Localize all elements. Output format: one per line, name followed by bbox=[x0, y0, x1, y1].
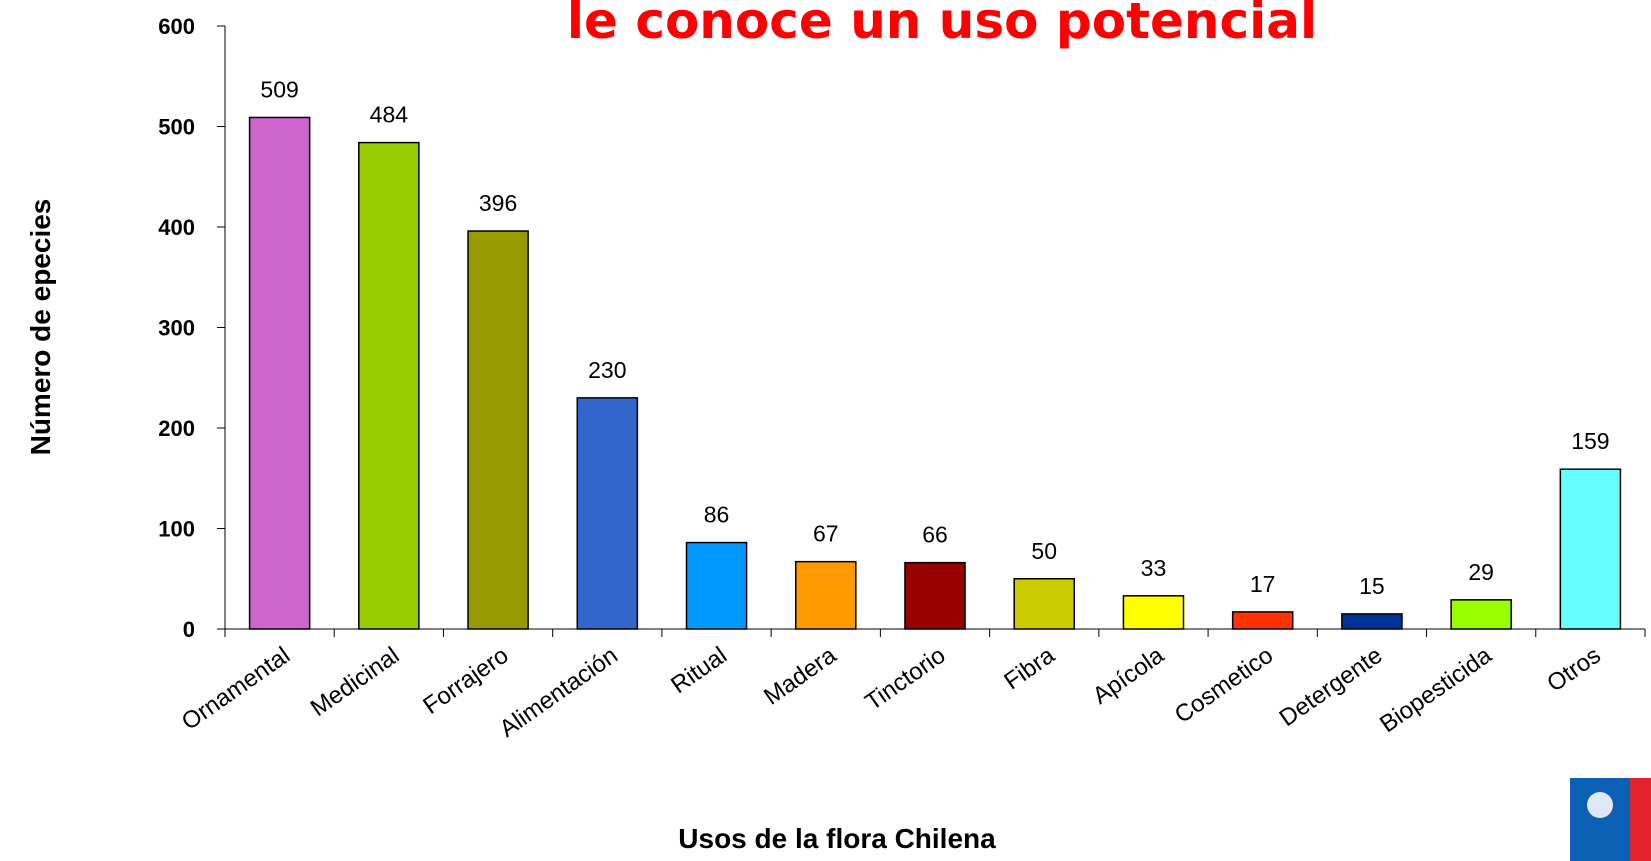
y-tick-label: 200 bbox=[158, 416, 195, 441]
x-tick-label: Otros bbox=[1542, 642, 1606, 698]
x-tick-label: Detergente bbox=[1275, 642, 1388, 732]
bar bbox=[1341, 613, 1403, 630]
bar bbox=[1231, 611, 1294, 630]
bar bbox=[685, 541, 748, 630]
x-tick-label: Madera bbox=[759, 641, 842, 710]
x-tick-label: Ornamental bbox=[177, 642, 295, 736]
value-label: 66 bbox=[922, 522, 948, 548]
y-tick-label: 0 bbox=[183, 617, 195, 642]
value-label: 484 bbox=[370, 102, 409, 128]
x-tick-label: Biopesticida bbox=[1375, 641, 1497, 738]
bar bbox=[467, 230, 529, 630]
logo-red bbox=[1630, 778, 1651, 861]
y-tick-label: 500 bbox=[158, 115, 195, 140]
bar bbox=[1122, 595, 1185, 630]
bar bbox=[794, 560, 857, 630]
chart-title: le conoce un uso potencial bbox=[567, 0, 1317, 50]
bar bbox=[358, 141, 420, 630]
y-tick-label: 400 bbox=[158, 215, 195, 240]
y-tick-label: 100 bbox=[158, 517, 195, 542]
value-label: 396 bbox=[479, 190, 517, 216]
x-tick-label: Forrajero bbox=[418, 642, 513, 720]
value-label: 159 bbox=[1571, 428, 1609, 454]
value-label: 50 bbox=[1031, 538, 1057, 564]
value-label: 230 bbox=[588, 357, 626, 383]
bar bbox=[1559, 468, 1622, 630]
logo bbox=[1570, 778, 1651, 861]
value-label: 67 bbox=[813, 521, 839, 547]
bar bbox=[248, 116, 311, 630]
y-tick-label: 300 bbox=[158, 316, 195, 341]
x-axis-title: Usos de la flora Chilena bbox=[678, 823, 996, 854]
x-tick-label: Fibra bbox=[999, 641, 1060, 695]
x-tick-label: Tinctorio bbox=[860, 642, 950, 716]
bar bbox=[1013, 578, 1076, 630]
bar bbox=[904, 561, 966, 630]
value-label: 509 bbox=[260, 76, 298, 102]
x-tick-label: Medicinal bbox=[306, 642, 405, 722]
x-tick-label: Cosmetico bbox=[1170, 642, 1278, 729]
x-tick-label: Apícola bbox=[1088, 641, 1170, 709]
value-label: 17 bbox=[1250, 571, 1276, 597]
value-label: 86 bbox=[704, 502, 730, 528]
bar bbox=[1450, 599, 1512, 630]
x-tick-label: Alimentación bbox=[495, 642, 623, 743]
y-tick-label: 600 bbox=[158, 14, 195, 39]
value-label: 29 bbox=[1468, 559, 1494, 585]
value-label: 33 bbox=[1141, 555, 1167, 581]
logo-blue bbox=[1570, 778, 1630, 861]
y-axis-title: Número de epecies bbox=[25, 199, 56, 456]
bar bbox=[576, 397, 639, 630]
logo-emblem bbox=[1587, 792, 1613, 818]
x-tick-label: Ritual bbox=[666, 642, 732, 699]
value-label: 15 bbox=[1359, 573, 1385, 599]
